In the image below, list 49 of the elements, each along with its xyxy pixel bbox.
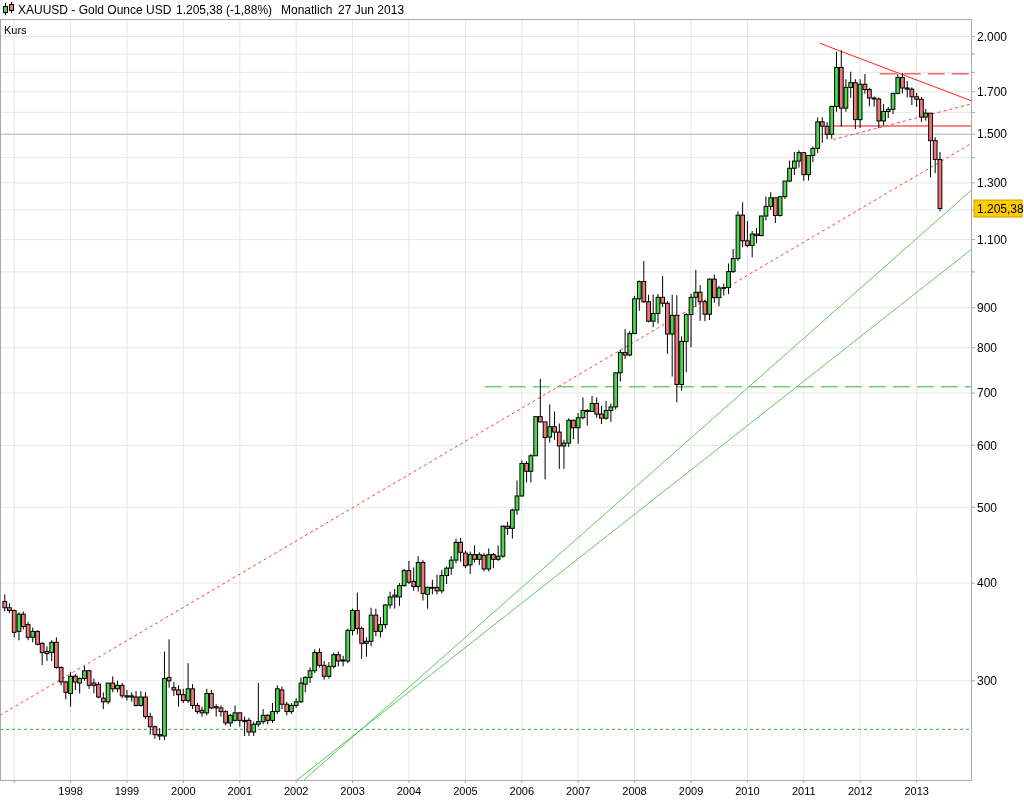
- x-tick-label: 2003: [340, 784, 365, 797]
- x-tick-label: 2010: [735, 784, 760, 797]
- y-tick-label: 900: [977, 300, 998, 315]
- candlestick: [556, 423, 562, 470]
- candlestick: [406, 560, 412, 585]
- candlestick: [603, 400, 609, 421]
- y-tick-label: 1.500: [977, 127, 1008, 142]
- text: Monatlich: [281, 3, 333, 18]
- candlestick: [547, 403, 553, 444]
- candlestick: [749, 230, 755, 258]
- y-tick-label: 2.000: [977, 29, 1008, 44]
- y-tick-label: 400: [977, 576, 998, 591]
- candlestick: [246, 717, 252, 737]
- x-tick-label: 2006: [509, 784, 535, 797]
- x-tick-label: 2013: [904, 784, 929, 797]
- candlestick: [594, 396, 600, 419]
- candlestick: [44, 645, 50, 662]
- y-tick-label: 1.700: [977, 84, 1008, 99]
- y-tick-label: 1.300: [977, 176, 1008, 191]
- y-tick-label: 1.100: [977, 232, 1008, 247]
- candlestick: [697, 284, 703, 322]
- x-tick-label: 2001: [227, 784, 253, 797]
- y-axis-title: Kurs: [4, 23, 28, 36]
- candlestick: [16, 611, 22, 641]
- chart-subtitle: 1.205,38 (-1,88%): [176, 3, 273, 18]
- x-tick-label: 2007: [565, 784, 591, 797]
- y-tick-label: 300: [977, 674, 998, 688]
- candlestick: [481, 552, 487, 572]
- x-tick-label: 2012: [847, 784, 873, 797]
- x-tick-label: 2008: [622, 784, 647, 797]
- x-tick-label: 2000: [171, 784, 196, 797]
- y-tick-label: 600: [977, 438, 998, 453]
- x-tick-label: 1998: [58, 784, 83, 797]
- y-tick-label: 700: [977, 386, 998, 401]
- x-tick-label: 2005: [453, 784, 478, 797]
- x-tick-label: 2002: [283, 784, 309, 797]
- x-tick-label: 2004: [396, 784, 422, 797]
- x-tick-label: 1999: [114, 784, 140, 797]
- text: 1.205,38: [977, 201, 1024, 216]
- candlestick: [232, 704, 238, 723]
- candlestick: [392, 588, 398, 610]
- y-tick-label: 800: [977, 340, 998, 355]
- candlestick: [876, 96, 882, 129]
- x-tick-label: 2009: [678, 784, 704, 797]
- y-tick-label: 500: [977, 500, 998, 515]
- candlestick: [434, 574, 440, 595]
- x-tick-label: 2011: [791, 784, 816, 797]
- chart-title: XAUUSD - Gold Ounce USD: [18, 3, 172, 18]
- text: 27 Jun 2013: [338, 3, 405, 18]
